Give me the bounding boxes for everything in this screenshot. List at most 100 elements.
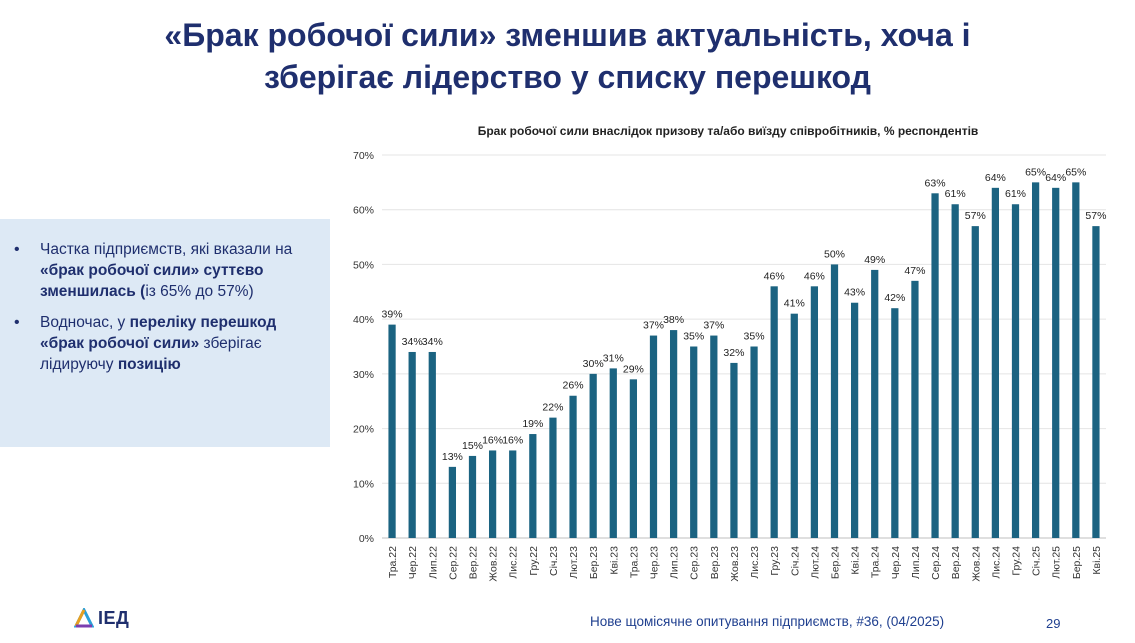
x-tick-label: Кві.23 [608,546,620,575]
bar-Гру.22 [529,434,537,538]
bullet-1-part-1: Частка підприємств, які вказали на [40,241,293,258]
bar-Сер.23 [690,346,698,538]
y-tick-label: 20% [353,424,374,436]
x-tick-label: Гру.23 [769,546,781,576]
bar-Січ.24 [790,313,798,538]
bar-Січ.23 [549,417,557,538]
data-label: 38% [663,314,684,326]
data-label: 26% [563,380,584,392]
data-label: 16% [482,434,503,446]
x-tick-label: Лис.22 [508,546,520,579]
x-tick-label: Вер.23 [709,546,721,579]
bar-Лип.24 [911,280,919,538]
y-tick-label: 50% [353,259,374,271]
bar-Кві.25 [1092,226,1100,538]
page-number: 29 [1046,616,1061,631]
data-label: 30% [583,358,604,370]
x-tick-label: Тра.23 [628,546,640,578]
data-label: 50% [824,248,845,260]
bar-Чер.22 [408,351,416,538]
bar-Бер.24 [830,264,839,538]
bullet-2: • Водночас, у переліку перешкод «брак ро… [14,312,314,375]
data-label: 41% [784,298,805,310]
bullet-dot: • [14,314,20,331]
title-line-2: зберігає лідерство у списку перешкод [264,59,871,95]
data-label: 15% [462,440,483,452]
bar-Тра.22 [388,324,396,538]
bar-Жов.22 [488,450,497,538]
title-line-1: «Брак робочої сили» зменшив актуальність… [164,17,971,53]
data-label: 37% [643,320,664,332]
data-label: 43% [844,287,865,299]
chart-title: Брак робочої сили внаслідок призову та/а… [478,124,979,138]
bullet-1-part-3: із 65% до 57%) [145,283,254,300]
x-tick-label: Січ.25 [1031,546,1043,576]
x-tick-label: Чер.24 [890,546,902,579]
x-tick-label: Лип.22 [427,546,439,579]
data-label: 29% [623,363,644,375]
bullet-2-part-4: позицію [117,356,181,373]
bar-Чер.24 [891,308,899,538]
data-label: 46% [804,270,825,282]
data-label: 65% [1065,166,1086,178]
x-tick-label: Чер.23 [649,546,661,579]
bar-Жов.23 [730,362,738,538]
data-label: 31% [603,352,624,364]
x-tick-label: Вер.24 [950,546,962,579]
footer-source: Нове щомісячне опитування підприємств, #… [590,614,945,629]
bar-Чер.23 [649,335,658,538]
bar-Сер.24 [931,193,939,539]
logo-triangle-icon [74,608,94,628]
data-label: 35% [744,331,765,343]
labour-shortage-bar-chart: Брак робочої сили внаслідок призову та/а… [353,124,1106,582]
bar-Лют.24 [810,286,819,538]
data-label: 37% [703,320,724,332]
bar-Лют.23 [569,395,577,538]
data-label: 49% [864,254,885,266]
data-label: 34% [402,336,423,348]
bar-Лип.22 [428,351,436,538]
x-tick-label: Лют.25 [1051,546,1063,579]
bar-Тра.24 [871,269,879,538]
bar-Кві.23 [609,368,617,538]
x-tick-label: Вер.22 [468,546,480,579]
data-label: 57% [965,210,986,222]
bar-Вер.24 [951,204,959,538]
data-label: 61% [1005,188,1026,200]
bar-Лис.22 [509,450,517,538]
x-tick-label: Жов.24 [970,546,982,582]
x-tick-label: Кві.25 [1091,546,1103,575]
data-label: 64% [985,172,1006,184]
data-label: 64% [1045,172,1066,184]
bar-Вер.23 [710,335,718,538]
x-tick-label: Січ.23 [548,546,560,576]
bullet-1-part-2: «брак робочої сили» суттєво зменшилась ( [40,262,264,300]
y-tick-label: 0% [359,533,374,545]
x-tick-label: Бер.24 [830,546,842,579]
bar-Січ.25 [1031,182,1040,538]
y-tick-label: 10% [353,478,374,490]
data-label: 39% [382,309,403,321]
data-label: 63% [925,177,946,189]
x-tick-label: Чер.22 [407,546,419,579]
x-tick-label: Кві.24 [850,546,862,575]
ied-logo: ІЕД [74,606,129,630]
data-label: 46% [764,270,785,282]
bar-Бер.23 [589,373,597,538]
chart-container: Брак робочої сили внаслідок призову та/а… [330,118,1120,603]
x-tick-label: Бер.25 [1071,546,1083,579]
bar-Гру.23 [770,286,778,538]
bullet-2-part-3: зберігає лідируючу [40,335,262,373]
data-label: 22% [542,402,563,414]
x-tick-label: Січ.24 [789,546,801,576]
bar-Лют.25 [1052,187,1060,538]
x-tick-label: Тра.24 [870,546,882,578]
summary-panel: • Частка підприємств, які вказали на «бр… [0,219,330,447]
data-label: 47% [904,265,925,277]
bar-Лис.24 [991,187,1000,538]
bullet-2-part-2: переліку перешкод «брак робочої сили» [40,314,277,352]
x-tick-label: Тра.22 [387,546,399,578]
bar-Гру.24 [1011,204,1020,538]
x-tick-label: Сер.22 [447,546,459,580]
data-label: 42% [884,292,905,304]
